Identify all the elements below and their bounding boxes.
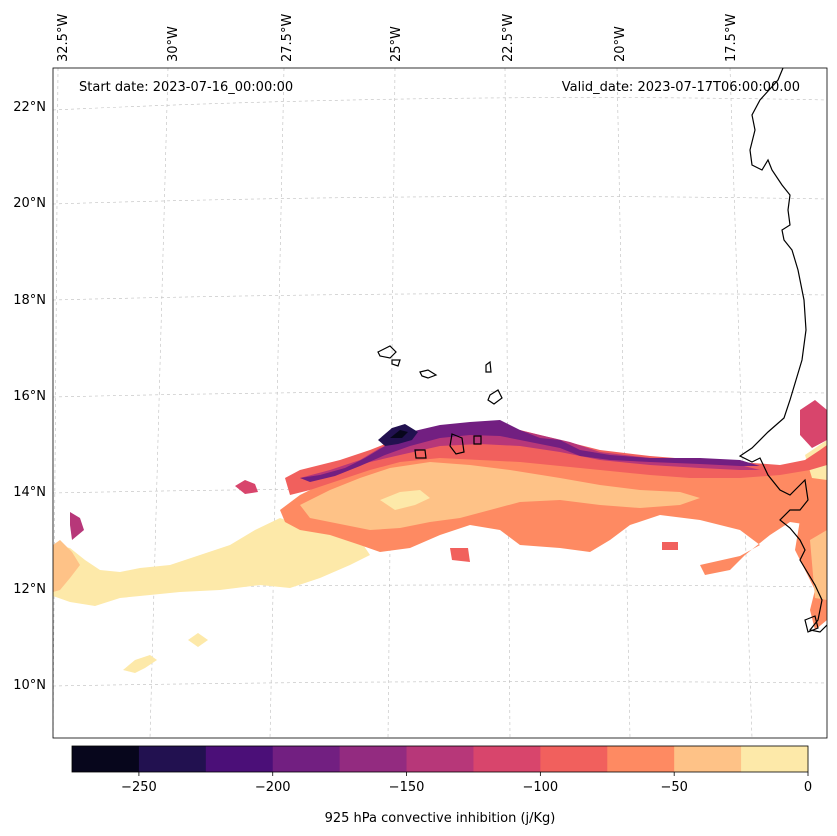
lat-tick-label: 10°N [13,678,46,693]
cin-band-0-to-minus25 [810,530,827,600]
cin-band-0-to-minus25 [53,518,370,606]
colorbar-tick-label: −50 [660,780,687,795]
island-fogo [414,449,427,459]
island-santo-antao [377,345,397,359]
lat-tick-label: 12°N [13,582,46,597]
colorbar-ticks: −250 −200 −150 −100 −50 0 [121,772,812,795]
longitude-ticks: 32.5°W 30°W 27.5°W 25°W 22.5°W 20°W 17.5… [56,14,739,62]
cin-band-minus25-to-minus50 [53,540,80,592]
lat-tick-label: 22°N [13,100,46,115]
cin-band-minus125-to-minus150 [70,512,84,540]
island-maio [473,435,482,445]
island-sao-nicolau [419,369,438,379]
colorbar-swatch [205,746,274,772]
island-sal [485,360,492,373]
cin-band-0-to-minus25 [188,633,208,647]
colorbar-tick-label: 0 [804,780,812,795]
colorbar-swatch [540,746,608,772]
start-date-label: Start date: 2023-07-16_00:00:00 [79,80,293,95]
cin-band-minus25-to-minus50 [380,490,430,510]
latitude-ticks: 22°N 20°N 18°N 16°N 14°N 12°N 10°N [13,100,46,693]
cin-field [53,400,827,673]
colorbar-swatch [272,746,341,772]
coastlines [377,68,827,633]
colorbar-swatch [674,746,742,772]
map-area [53,68,827,738]
island-santiago [449,433,465,455]
colorbar-swatch [339,746,408,772]
lat-tick-label: 18°N [13,293,46,308]
island-boa-vista [487,389,503,405]
lat-tick-label: 16°N [13,389,46,404]
colorbar-swatch [607,746,675,772]
lon-tick-label: 27.5°W [280,14,295,62]
cin-band-minus25-to-minus50 [300,462,700,530]
colorbar-swatch [138,746,207,772]
island-bijagos [804,615,819,633]
colorbar-label: 925 hPa convective inhibition (j/Kg) [325,811,556,826]
lat-tick-label: 20°N [13,196,46,211]
cin-band-0-to-minus25 [123,655,157,673]
cin-band-minus100-to-minus125 [800,400,827,448]
cin-band-minus100-to-minus125 [450,548,470,562]
cin-band-minus250-to-minus275 [390,430,408,438]
colorbar-tick-label: −200 [255,780,291,795]
map-border [52,67,828,739]
cin-band-minus125-to-minus150 [235,480,258,494]
lon-tick-label: 20°W [613,26,628,62]
africa-coastline [738,68,827,633]
lon-tick-label: 17.5°W [724,14,739,62]
lon-tick-label: 30°W [166,26,181,62]
colorbar-tick-label: −100 [523,780,559,795]
colorbar-tick-label: −250 [121,780,157,795]
colorbar [72,746,809,772]
colorbar-swatch [741,746,809,772]
colorbar-swatch [473,746,541,772]
island-sao-vicente [391,359,401,367]
lat-tick-label: 14°N [13,485,46,500]
colorbar-border [71,745,809,773]
colorbar-swatch [406,746,474,772]
lon-tick-label: 22.5°W [501,14,516,62]
colorbar-swatch [72,746,140,772]
lon-tick-label: 32.5°W [56,14,71,62]
colorbar-tick-label: −150 [389,780,425,795]
lon-tick-label: 25°W [389,26,404,62]
valid-date-label: Valid_date: 2023-07-17T06:00:00.00 [562,80,800,95]
cin-band-minus100-to-minus125 [662,542,678,550]
